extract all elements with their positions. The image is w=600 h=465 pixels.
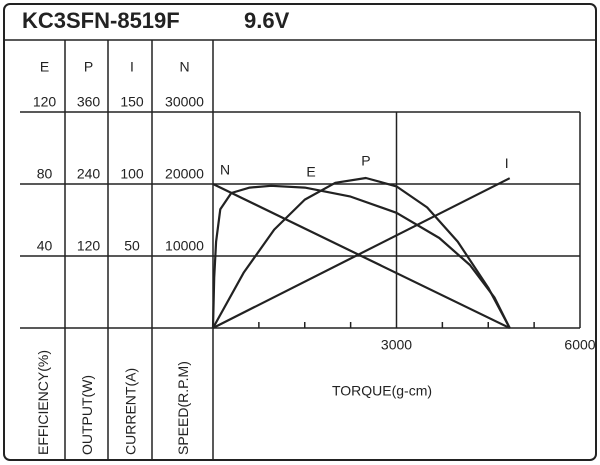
x-axis-label: TORQUE(g-cm) [332, 383, 432, 399]
chart-title: KC3SFN-8519F [22, 8, 180, 33]
x-tick-label: 6000 [564, 337, 595, 353]
axis-label: OUTPUT(W) [79, 375, 95, 455]
y-tick-label: 30000 [165, 94, 204, 110]
series-line [212, 176, 511, 329]
axis-label: EFFICIENCY(%) [35, 350, 51, 455]
y-tick-label: 120 [33, 94, 57, 110]
frame [3, 3, 597, 461]
x-tick-label: 3000 [381, 337, 412, 353]
axis-header: I [130, 59, 134, 75]
curve-label: I [505, 155, 509, 171]
y-tick-label: 50 [124, 238, 140, 254]
axis-header: E [40, 59, 49, 75]
y-tick-label: 40 [37, 238, 53, 254]
curve-label: E [306, 164, 315, 180]
axis-label: CURRENT(A) [123, 368, 139, 455]
axis-header: P [84, 59, 93, 75]
series-line [212, 183, 511, 329]
axis-header: N [179, 59, 189, 75]
chart-subtitle: 9.6V [244, 8, 290, 33]
curve-label: N [220, 162, 230, 178]
y-tick-label: 240 [77, 166, 101, 182]
y-tick-label: 100 [120, 166, 144, 182]
y-tick-label: 20000 [165, 166, 204, 182]
axis-label: SPEED(R.P.M) [175, 361, 191, 455]
y-tick-label: 150 [120, 94, 144, 110]
curve-label: P [361, 153, 370, 169]
y-tick-label: 360 [77, 94, 101, 110]
y-tick-label: 120 [77, 238, 101, 254]
y-tick-label: 10000 [165, 238, 204, 254]
y-tick-label: 80 [37, 166, 53, 182]
series-line [212, 177, 511, 329]
series-line [211, 184, 511, 329]
